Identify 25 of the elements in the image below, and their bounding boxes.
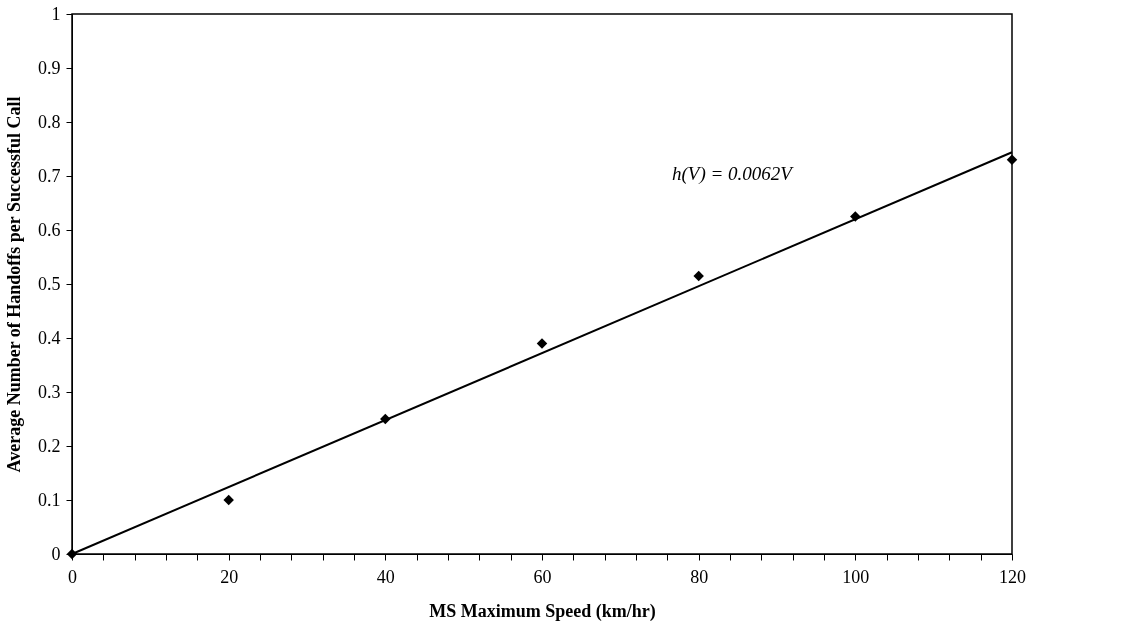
x-tick-label: 40 (376, 566, 395, 587)
x-tick-label: 120 (999, 566, 1026, 587)
y-tick-label: 0.5 (38, 273, 61, 294)
y-tick-label: 0.9 (38, 57, 61, 78)
y-tick-label: 0 (51, 543, 61, 564)
y-tick-label: 1 (51, 3, 61, 24)
y-tick-label: 0.2 (38, 435, 61, 456)
point (536, 338, 548, 349)
y-tick-label: 0.1 (38, 489, 61, 510)
point (1006, 154, 1018, 166)
annotation: h(V) = 0.0062V (672, 163, 795, 185)
y-tick-label: 0.3 (38, 381, 61, 402)
x-tick-label: 0 (68, 566, 77, 587)
x-tick-label: 20 (220, 566, 239, 587)
y-axis-title: Average Number of Handoffs per Successful Call (4, 96, 24, 473)
y-tick-label: 0.7 (38, 165, 61, 186)
point (693, 270, 704, 282)
y-tick-label: 0.8 (38, 111, 61, 132)
point (223, 494, 234, 506)
x-tick-label: 100 (842, 566, 870, 587)
y-tick-label: 0.6 (38, 219, 61, 240)
x-tick-label: 80 (690, 566, 709, 587)
y-tick-label: 0.4 (38, 327, 61, 348)
x-tick-label: 60 (533, 566, 552, 587)
x-axis-title: MS Maximum Speed (km/hr) (429, 600, 656, 622)
